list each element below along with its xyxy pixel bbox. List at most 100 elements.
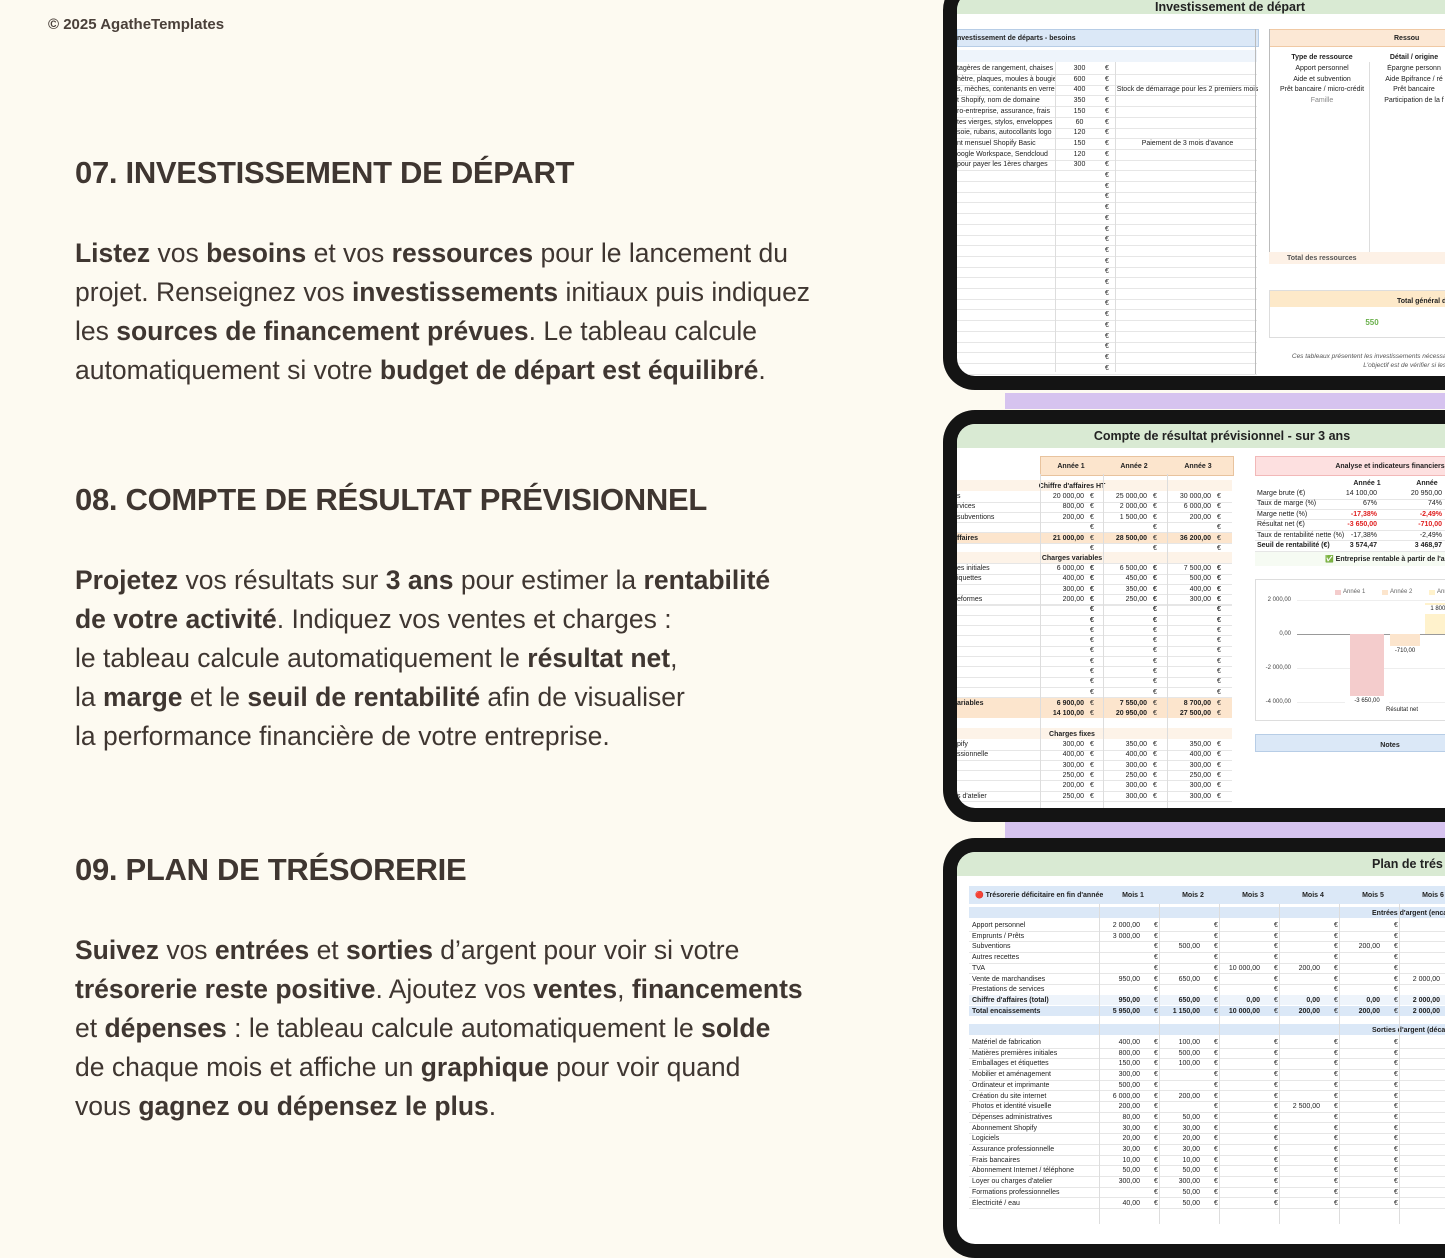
cell-text: €	[1217, 606, 1221, 614]
cell-text: Marge brute (€)	[1257, 490, 1306, 497]
cell-text: 100,00	[1178, 1039, 1200, 1046]
cell-text: €	[1394, 1199, 1398, 1207]
cell-text: €	[1334, 1124, 1338, 1132]
screen-title: Plan de trés	[1372, 857, 1443, 871]
cell-text: €	[1105, 97, 1109, 105]
cell-text: 0,00	[1306, 996, 1320, 1004]
cell-text: Année 1	[1343, 589, 1366, 595]
cell-box	[969, 962, 1445, 964]
cell-text: Mois 6	[1422, 892, 1444, 899]
cell-text: €	[1153, 616, 1157, 624]
cell-text: €	[1217, 616, 1221, 624]
cell-text: 50,00	[1182, 1113, 1200, 1121]
cell-text: 30,00	[1182, 1146, 1200, 1153]
cell-text: 350	[1073, 97, 1086, 105]
cell-box	[1269, 29, 1270, 262]
cell-box	[957, 563, 1232, 565]
cell-text: €	[1105, 65, 1109, 72]
cell-text: €	[1214, 996, 1218, 1004]
bold-text: entrées	[214, 935, 310, 965]
cell-text: €	[1214, 1049, 1218, 1057]
bold-text: sources de financement prévues	[116, 316, 529, 346]
cell-text: €	[1217, 668, 1221, 675]
cell-text: 650,00	[1178, 996, 1200, 1004]
cell-text: €	[1090, 710, 1094, 717]
cell-box	[1255, 456, 1445, 476]
cell-text: 400,00	[1062, 575, 1084, 583]
cell-box	[1040, 456, 1234, 476]
cell-text: €	[1334, 1188, 1338, 1196]
cell-text: 2 000,00	[1119, 503, 1147, 511]
cell-text: €	[1217, 596, 1221, 603]
cell-text: €	[1334, 1167, 1338, 1175]
cell-text: 30,00	[1122, 1146, 1140, 1153]
cell-text: €	[1153, 751, 1157, 759]
cell-text: €	[1394, 1156, 1398, 1164]
cell-text: Année 1	[1057, 463, 1085, 470]
y-tick-label: 0,00	[1279, 631, 1291, 637]
cell-box	[957, 255, 1257, 257]
cell-box	[969, 1101, 1445, 1102]
cell-text: ffaires	[957, 535, 979, 542]
cell-text: €	[1214, 1124, 1218, 1132]
cell-text: €	[1394, 1146, 1398, 1153]
cell-text: €	[1154, 1178, 1158, 1186]
cell-text: €	[1274, 1156, 1278, 1164]
cell-text: €	[1394, 1167, 1398, 1175]
cell-text: €	[1090, 565, 1094, 572]
section-heading: 08. COMPTE DE RÉSULTAT PRÉVISIONNEL	[75, 482, 707, 517]
cell-box	[957, 277, 1257, 279]
bold-text: Listez	[75, 238, 151, 268]
cell-box	[1159, 904, 1160, 1224]
cell-box	[1099, 904, 1100, 1224]
cell-text: Emprunts / Prêts	[972, 932, 1025, 940]
cell-text: €	[1274, 943, 1278, 951]
cell-box	[969, 1058, 1445, 1060]
cell-text: 300,00	[1125, 792, 1147, 800]
cell-box	[1255, 519, 1445, 521]
cell-text: €	[1154, 1007, 1158, 1015]
cell-text: €	[1090, 626, 1094, 634]
cell-text: €	[1217, 523, 1221, 531]
text: : le tableau calcule automatiquement le	[226, 1013, 702, 1043]
cell-text: 36 200,00	[1179, 535, 1211, 542]
cell-text: Marge nette (%)	[1257, 510, 1308, 518]
cell-box	[969, 1090, 1445, 1092]
cell-text: €	[1090, 523, 1094, 531]
text: la performance financière de votre entre…	[75, 721, 610, 751]
cell-text: €	[1334, 1081, 1338, 1089]
cell-text: Stock de démarrage pour les 2 premiers m…	[1116, 86, 1259, 94]
bold-text: Suivez	[75, 935, 159, 965]
text-line: automatiquement si votre budget de dépar…	[75, 351, 810, 390]
cell-box	[969, 984, 1445, 985]
cell-text: €	[1153, 585, 1157, 593]
cell-text: €	[1334, 964, 1338, 972]
cell-box	[957, 245, 1257, 247]
cell-box	[957, 50, 1257, 62]
cell-text: 300,00	[1118, 1071, 1140, 1079]
cell-text: 14 100,00	[1052, 710, 1084, 717]
cell-text: 20 950,00	[1410, 490, 1442, 497]
cell-text: L'objectif est de vérifier si les fon	[1363, 362, 1445, 369]
text-line: Projetez vos résultats sur 3 ans pour es…	[75, 561, 770, 600]
cell-box	[1382, 590, 1388, 595]
cell-text: €	[1090, 585, 1094, 593]
text-line: projet. Renseignez vos investissements i…	[75, 273, 810, 312]
cell-box	[969, 1208, 1445, 1209]
cell-text: €	[1105, 321, 1109, 329]
cell-box	[1335, 590, 1341, 595]
cell-text: 300	[1073, 161, 1086, 169]
cell-text: Total des ressources	[1287, 255, 1357, 262]
cell-box	[957, 74, 1257, 75]
cell-text: Dépenses administratives	[972, 1113, 1053, 1121]
cell-text: €	[1334, 954, 1338, 962]
cell-text: nvestissement de départs - besoins	[957, 35, 1076, 42]
cell-box	[957, 29, 1259, 47]
cell-text: s, mèches, contenants en verre	[957, 86, 1055, 94]
cell-box	[957, 298, 1257, 300]
cell-text: €	[1214, 943, 1218, 951]
cell-text: €	[1090, 595, 1094, 603]
cell-text: 500,00	[1178, 943, 1200, 951]
cell-text: €	[1217, 535, 1221, 542]
cell-text: 7 500,00	[1183, 565, 1211, 572]
